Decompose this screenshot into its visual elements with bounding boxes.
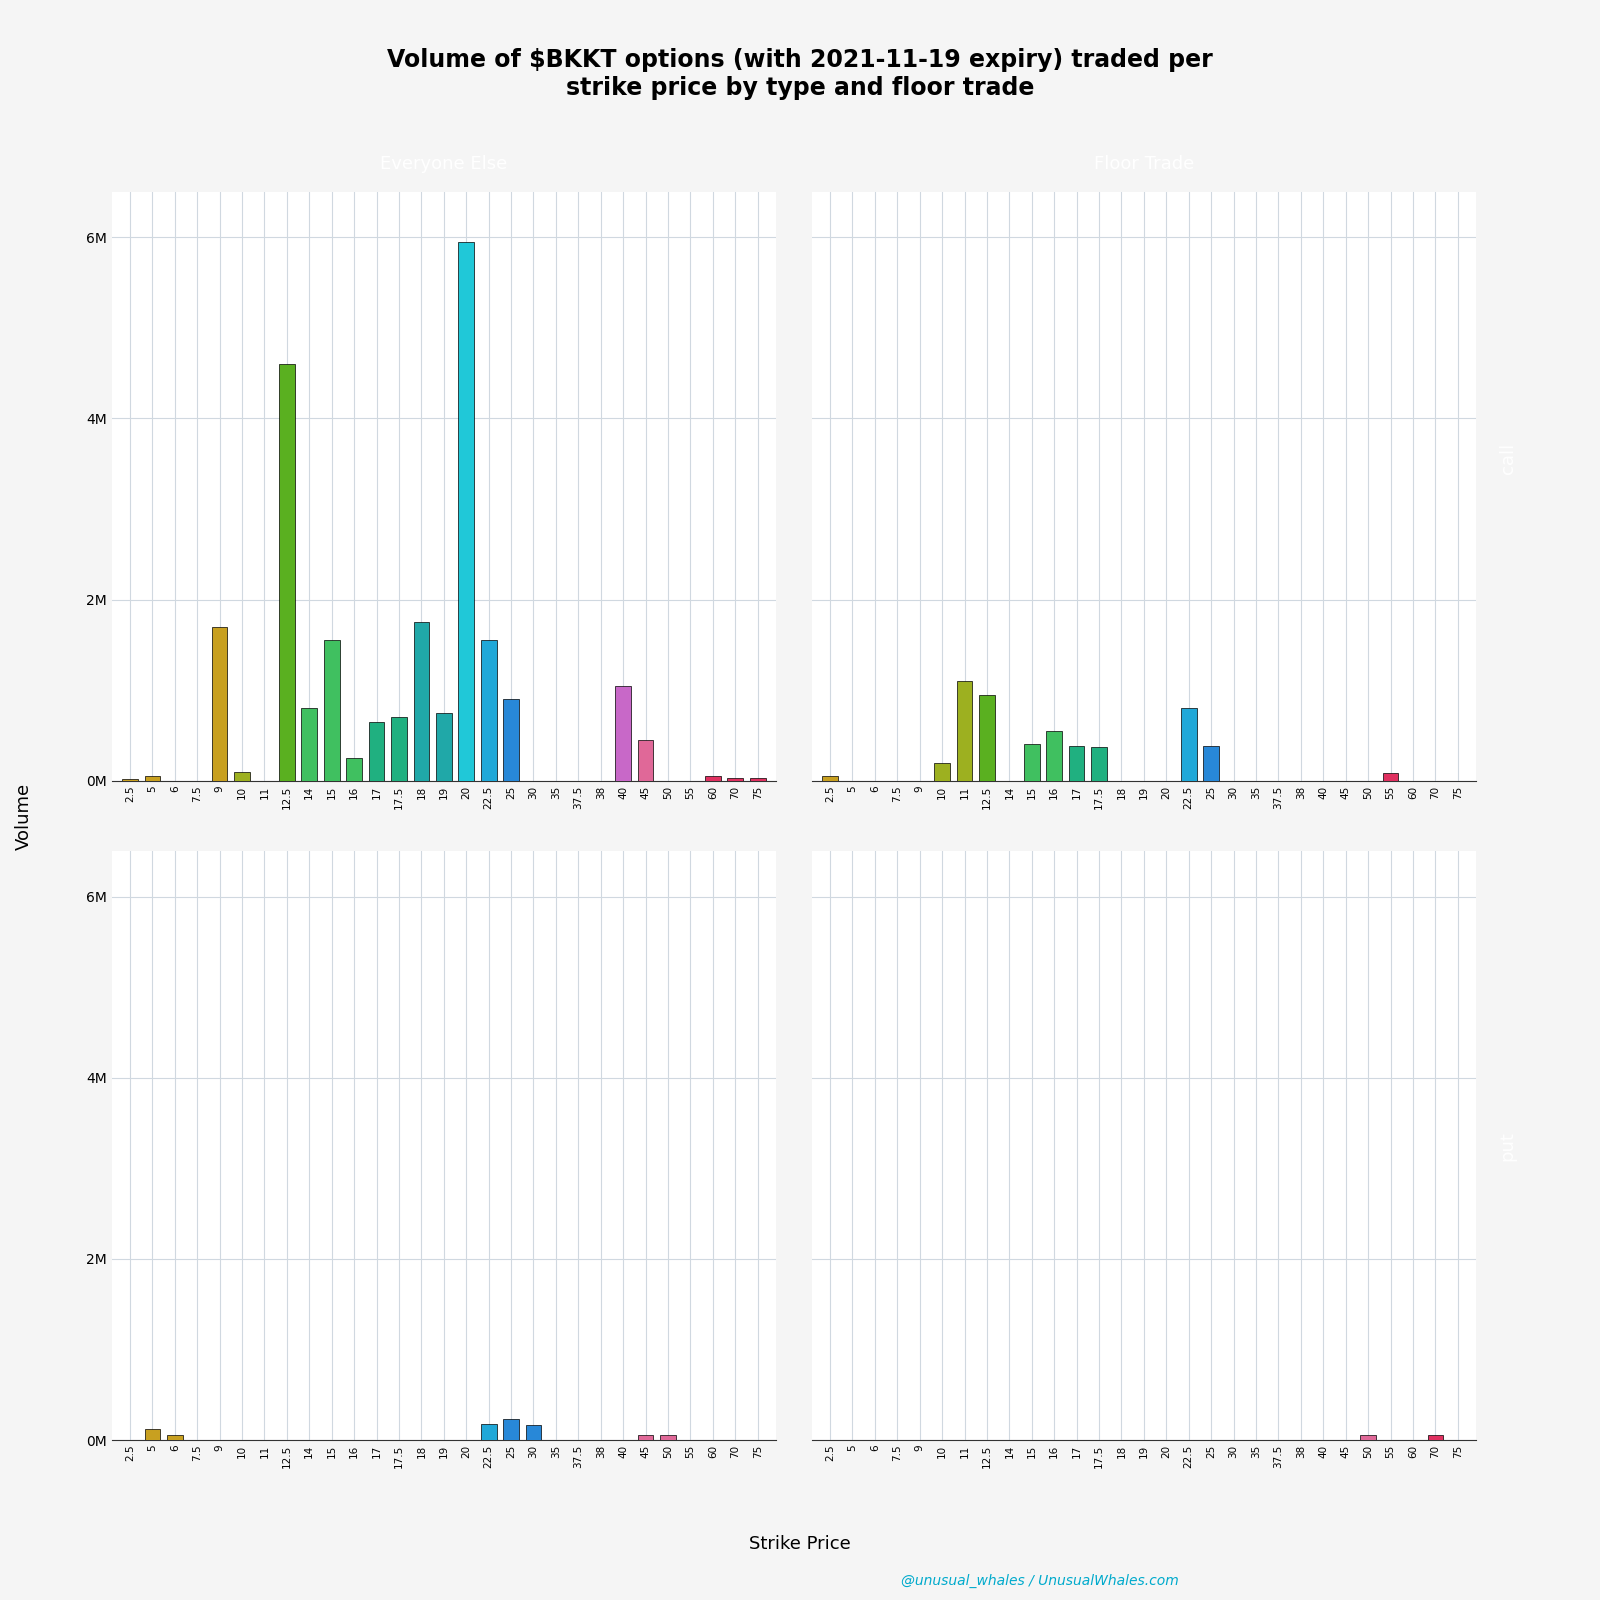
- Text: Volume: Volume: [14, 782, 34, 850]
- Bar: [706, 776, 720, 781]
- Bar: [638, 739, 653, 781]
- Bar: [413, 622, 429, 781]
- Bar: [1360, 1435, 1376, 1440]
- Bar: [957, 682, 973, 781]
- Bar: [482, 1424, 496, 1440]
- Bar: [122, 779, 138, 781]
- Bar: [661, 1435, 675, 1440]
- Bar: [144, 776, 160, 781]
- Text: put: put: [1499, 1131, 1517, 1160]
- Text: @unusual_whales / UnusualWhales.com: @unusual_whales / UnusualWhales.com: [901, 1574, 1179, 1587]
- Bar: [166, 1435, 182, 1440]
- Bar: [616, 685, 630, 781]
- Bar: [1382, 773, 1398, 781]
- Bar: [435, 712, 451, 781]
- Bar: [822, 776, 838, 781]
- Bar: [750, 778, 765, 781]
- Bar: [1203, 746, 1219, 781]
- Text: Everyone Else: Everyone Else: [381, 155, 507, 173]
- Bar: [278, 365, 294, 781]
- Bar: [1091, 747, 1107, 781]
- Bar: [482, 640, 496, 781]
- Bar: [346, 758, 362, 781]
- Bar: [1024, 744, 1040, 781]
- Bar: [638, 1435, 653, 1440]
- Text: call: call: [1499, 443, 1517, 474]
- Bar: [504, 1419, 518, 1440]
- Bar: [368, 722, 384, 781]
- Bar: [323, 640, 339, 781]
- Bar: [526, 1424, 541, 1440]
- Bar: [728, 778, 742, 781]
- Bar: [1046, 731, 1062, 781]
- Bar: [1427, 1435, 1443, 1440]
- Bar: [234, 771, 250, 781]
- Bar: [1069, 746, 1085, 781]
- Text: Floor Trade: Floor Trade: [1094, 155, 1194, 173]
- Bar: [1181, 709, 1197, 781]
- Bar: [504, 699, 518, 781]
- Bar: [144, 1429, 160, 1440]
- Text: Volume of $BKKT options (with 2021-11-19 expiry) traded per
strike price by type: Volume of $BKKT options (with 2021-11-19…: [387, 48, 1213, 99]
- Bar: [390, 717, 406, 781]
- Bar: [934, 763, 950, 781]
- Bar: [211, 627, 227, 781]
- Text: Strike Price: Strike Price: [749, 1534, 851, 1554]
- Bar: [458, 242, 474, 781]
- Bar: [979, 694, 995, 781]
- Bar: [301, 709, 317, 781]
